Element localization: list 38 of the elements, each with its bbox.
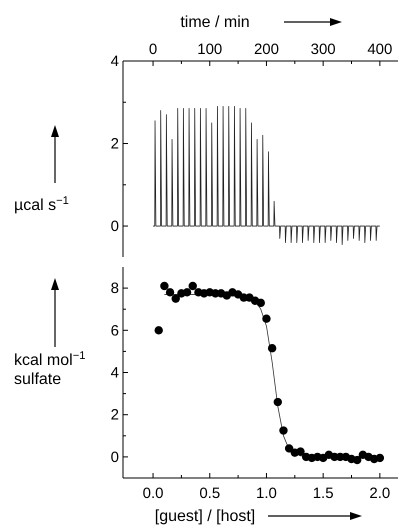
- x-tick-label: 0.0: [142, 485, 164, 502]
- y-tick-label: 4: [110, 364, 119, 382]
- y-tick-label: 2: [110, 136, 119, 153]
- x-tick-label: 1.0: [256, 485, 277, 502]
- y-tick-label: 6: [110, 322, 119, 340]
- x-tick-label: 2.0: [369, 485, 390, 502]
- x-axis-title: [guest] / [host]: [154, 508, 256, 525]
- point: [160, 282, 169, 290]
- x-tick-label: 300: [310, 41, 336, 58]
- point: [188, 282, 197, 290]
- point: [352, 456, 362, 464]
- point: [284, 444, 294, 453]
- point: [166, 288, 174, 297]
- y-axis-title: µcal s$^{−1}$: [14, 195, 69, 214]
- text: kcal mol$^{−1}$ sulfate: [14, 350, 86, 388]
- line-series: [152, 106, 380, 246]
- y-tick-label: 0: [110, 448, 119, 466]
- point: [274, 398, 282, 406]
- x-tick-label: 200: [254, 41, 279, 58]
- y-tick-label: 2: [110, 406, 119, 424]
- x-tick-label: 0.5: [199, 485, 220, 502]
- y-tick-label: 4: [110, 53, 119, 70]
- point: [256, 298, 265, 308]
- x-axis-title: time / min: [180, 14, 250, 31]
- y-tick-label: 8: [110, 280, 119, 298]
- y-tick-label: 0: [110, 218, 119, 236]
- point: [172, 294, 180, 303]
- x-tick-label: 1.5: [312, 485, 334, 502]
- point: [154, 326, 163, 334]
- point: [279, 426, 288, 435]
- point: [268, 344, 276, 352]
- x-tick-label: 100: [197, 41, 222, 58]
- point: [296, 447, 305, 456]
- point: [262, 314, 271, 323]
- x-tick-label: 400: [367, 41, 392, 58]
- point: [376, 454, 384, 462]
- point: [182, 288, 192, 297]
- x-tick-label: 0: [148, 41, 158, 58]
